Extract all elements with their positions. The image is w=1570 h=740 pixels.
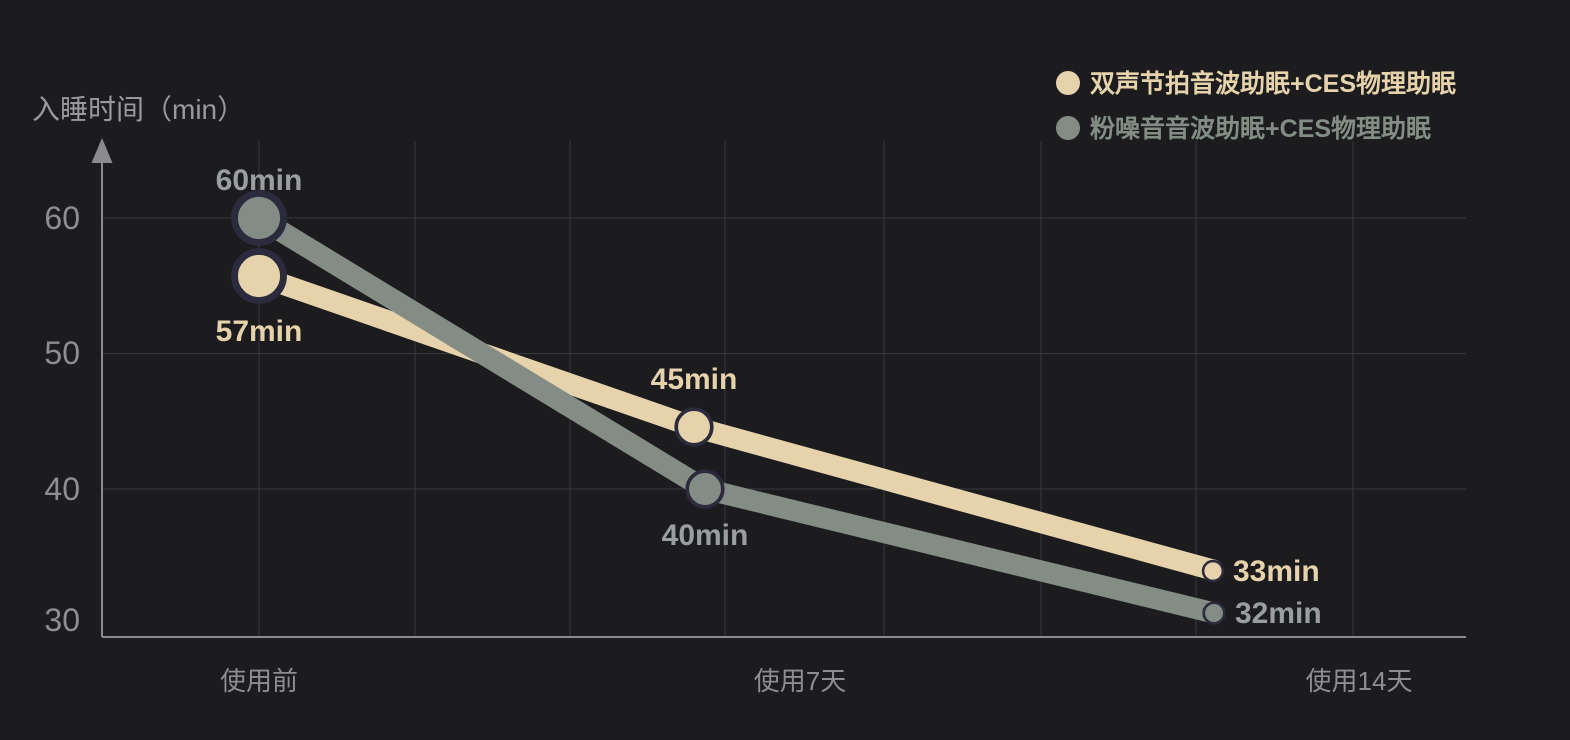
svg-text:45min: 45min [651, 363, 738, 396]
svg-text:60: 60 [44, 200, 80, 236]
svg-text:33min: 33min [1233, 555, 1320, 588]
svg-text:50: 50 [44, 335, 80, 371]
svg-text:双声节拍音波助眠+CES物理助眠: 双声节拍音波助眠+CES物理助眠 [1090, 69, 1456, 98]
svg-text:粉噪音音波助眠+CES物理助眠: 粉噪音音波助眠+CES物理助眠 [1090, 114, 1431, 143]
svg-text:使用14天: 使用14天 [1306, 666, 1413, 696]
svg-text:使用前: 使用前 [220, 666, 298, 696]
svg-text:32min: 32min [1235, 597, 1322, 630]
svg-text:40: 40 [44, 471, 80, 507]
svg-text:60min: 60min [216, 164, 303, 197]
svg-text:30: 30 [44, 602, 80, 638]
svg-text:40min: 40min [662, 519, 749, 552]
svg-text:入睡时间（min）: 入睡时间（min） [32, 94, 245, 125]
svg-text:57min: 57min [216, 315, 303, 348]
svg-text:使用7天: 使用7天 [754, 666, 846, 696]
